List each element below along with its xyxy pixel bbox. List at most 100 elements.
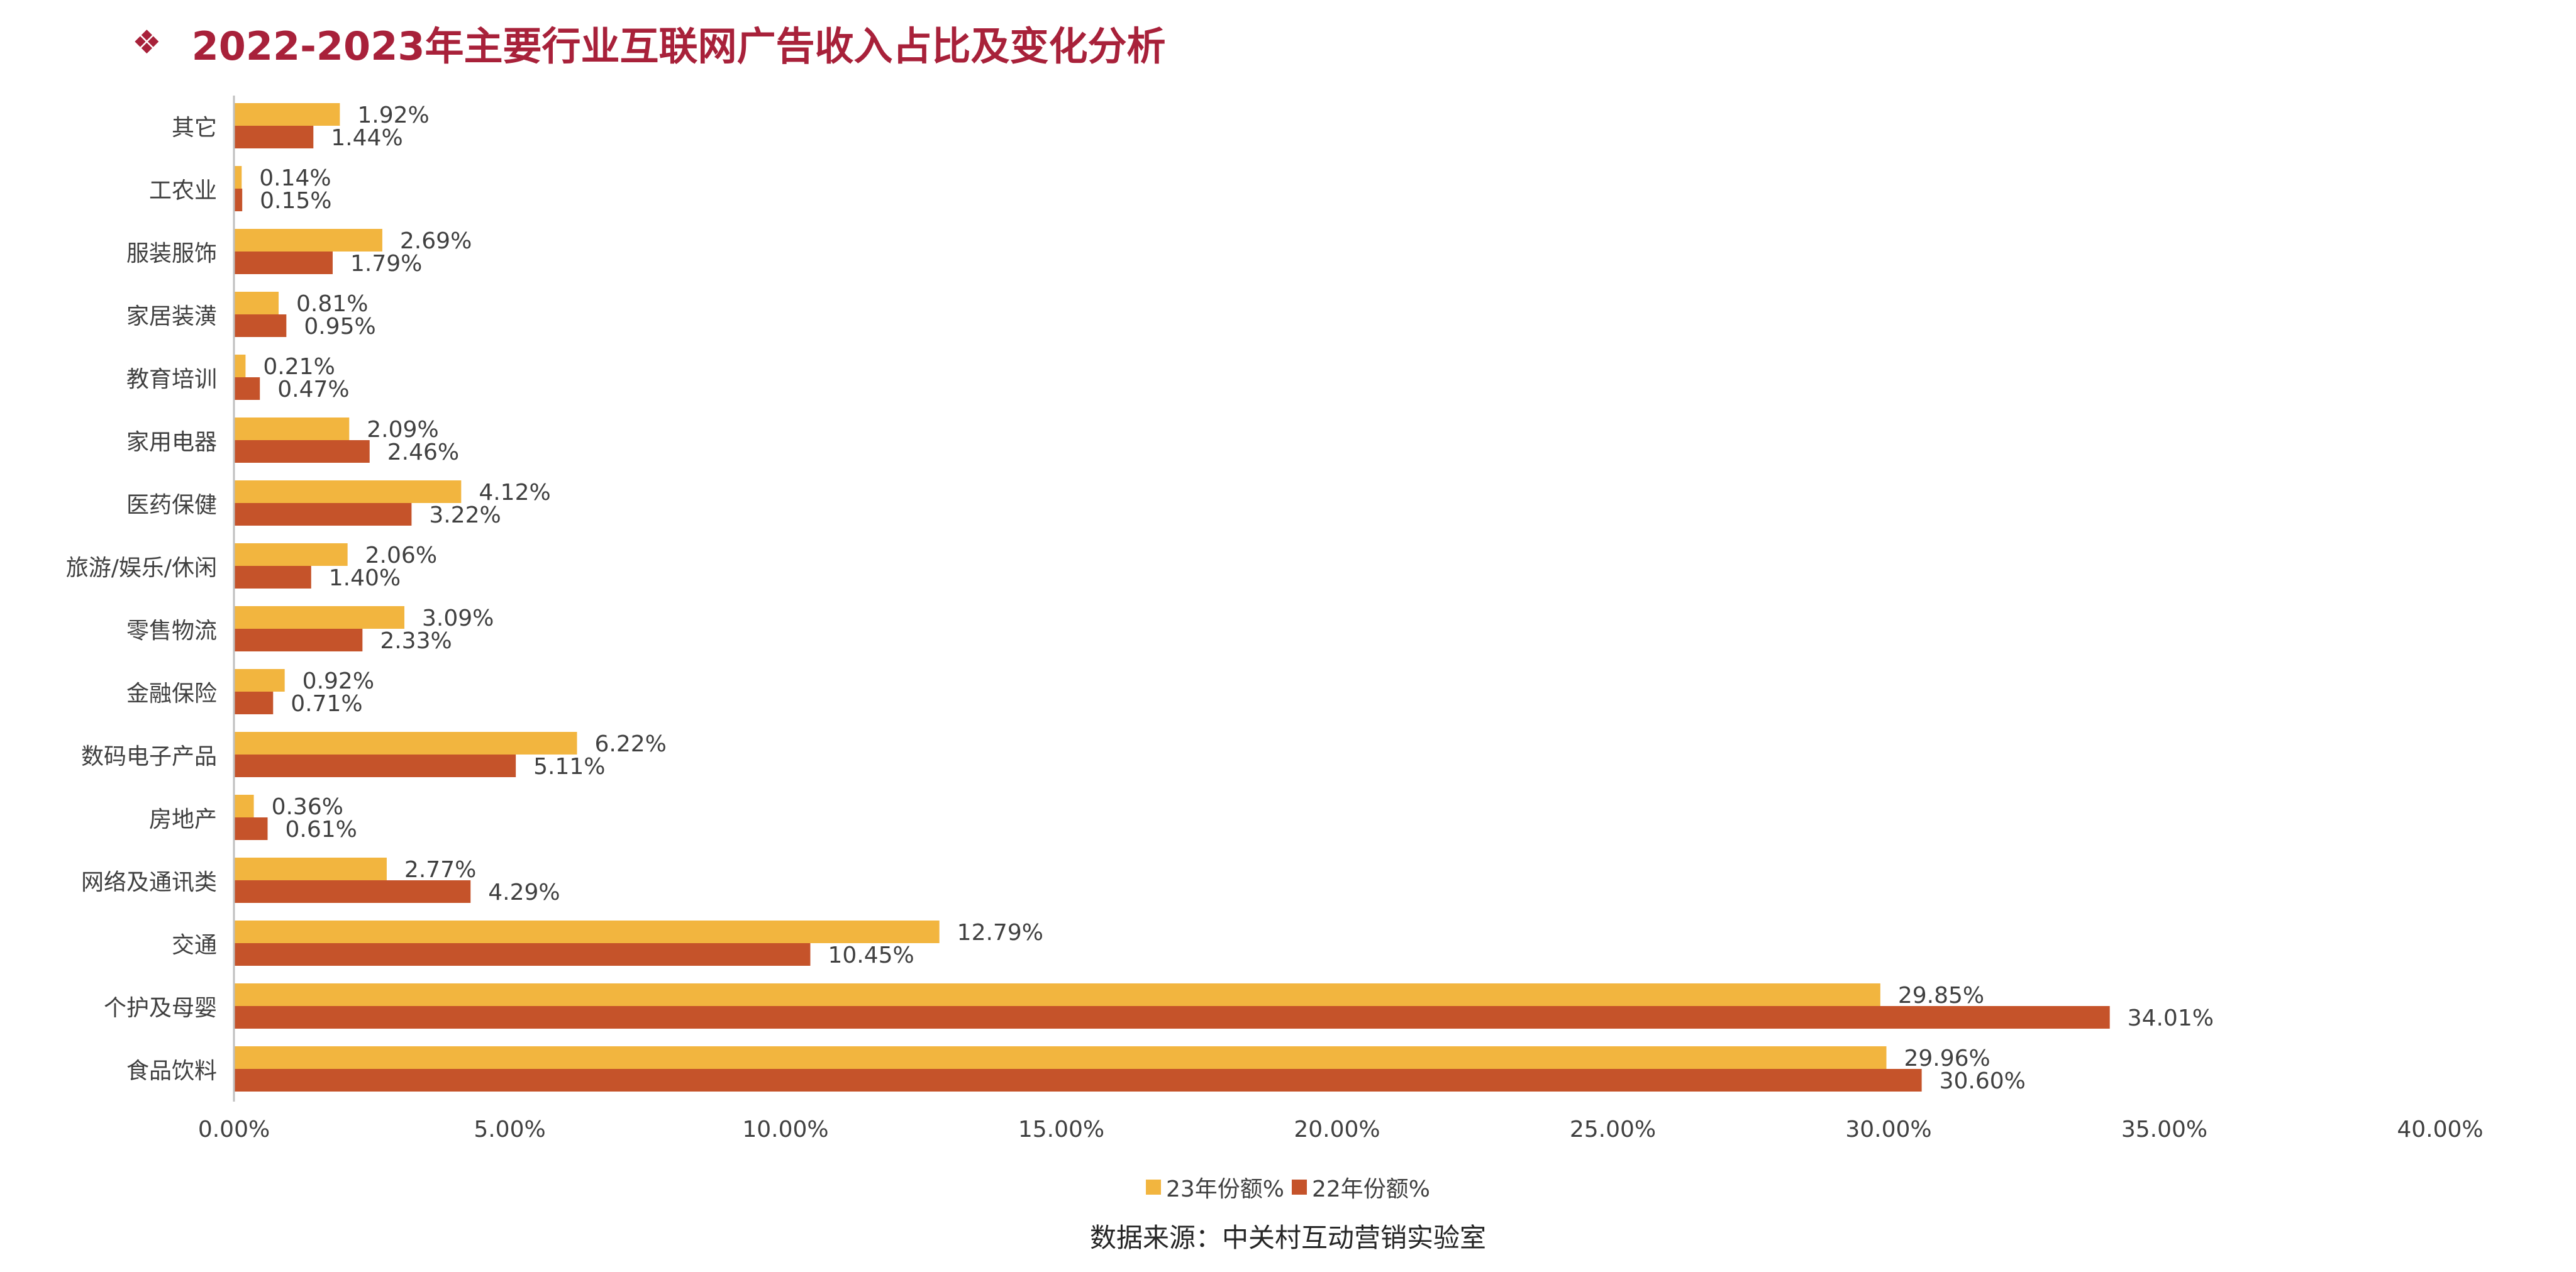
value-label-22: 2.46% xyxy=(387,440,459,465)
x-tick-label: 40.00% xyxy=(2397,1117,2483,1142)
value-label-22: 0.47% xyxy=(277,377,349,402)
category-label: 金融保险 xyxy=(126,681,217,707)
x-tick-label: 10.00% xyxy=(742,1117,828,1142)
bar-23 xyxy=(234,732,577,755)
value-label-22: 2.33% xyxy=(380,628,452,654)
bar-22 xyxy=(234,566,311,589)
bar-23 xyxy=(234,418,350,440)
value-label-23: 29.96% xyxy=(1904,1046,1990,1071)
category-label: 交通 xyxy=(172,932,217,958)
bar-23 xyxy=(234,858,387,880)
category-label: 零售物流 xyxy=(126,618,217,644)
x-tick-label: 35.00% xyxy=(2121,1117,2207,1142)
value-label-22: 1.44% xyxy=(331,125,402,151)
bar-22 xyxy=(234,252,333,274)
bar-22 xyxy=(234,1006,2110,1029)
category-label: 家用电器 xyxy=(126,429,217,455)
value-label-23: 2.09% xyxy=(367,417,438,443)
bars-layer xyxy=(234,103,2110,1092)
x-tick-label: 15.00% xyxy=(1018,1117,1104,1142)
legend-label-23: 23年份额% xyxy=(1165,1176,1284,1202)
bar-23 xyxy=(234,983,1880,1006)
category-label: 网络及通讯类 xyxy=(81,870,217,895)
value-label-23: 0.36% xyxy=(272,794,343,820)
value-label-22: 0.71% xyxy=(291,691,362,717)
legend-item-23: 23年份额% xyxy=(1145,1171,1284,1203)
bar-23 xyxy=(234,1046,1887,1069)
category-label: 家居装潢 xyxy=(126,304,217,329)
chart-header: ❖ 2022-2023年主要行业互联网广告收入占比及变化分析 xyxy=(132,11,1165,74)
bar-22 xyxy=(234,629,363,651)
value-label-22: 3.22% xyxy=(429,502,501,528)
value-label-23: 0.14% xyxy=(259,165,331,191)
chart-title: 2022-2023年主要行业互联网广告收入占比及变化分析 xyxy=(191,23,1166,69)
value-label-23: 2.06% xyxy=(365,543,437,568)
bar-23 xyxy=(234,606,404,629)
value-label-23: 4.12% xyxy=(479,480,550,506)
bar-23 xyxy=(234,229,382,252)
bar-22 xyxy=(234,440,370,463)
bar-23 xyxy=(234,355,246,377)
value-label-23: 0.92% xyxy=(303,668,374,694)
category-label: 数码电子产品 xyxy=(81,744,217,770)
bar-23 xyxy=(234,103,340,126)
legend-item-22: 22年份额% xyxy=(1292,1171,1430,1203)
axis-layer: 0.00% 5.00% 10.00% 15.00% 20.00% 25.00% 30.00%… xyxy=(198,96,2484,1142)
bar-chart: 其它工农业服装服饰家居装潢教育培训家用电器医药保健旅游/娱乐/休闲零售物流金融保… xyxy=(66,96,2484,1142)
value-label-22: 5.11% xyxy=(533,754,605,780)
value-label-22: 0.61% xyxy=(285,817,357,843)
legend-swatch-22 xyxy=(1292,1180,1307,1195)
value-label-23: 2.69% xyxy=(400,228,472,254)
x-tick-label: 0.00% xyxy=(198,1117,270,1142)
category-label: 其它 xyxy=(172,115,217,141)
legend-swatch-23 xyxy=(1145,1180,1161,1195)
bar-22 xyxy=(234,377,260,400)
category-label: 工农业 xyxy=(149,178,217,204)
legend-label-22: 22年份额% xyxy=(1312,1176,1431,1202)
value-label-23: 29.85% xyxy=(1898,983,1984,1009)
bar-22 xyxy=(234,314,287,337)
value-label-23: 0.81% xyxy=(296,291,368,317)
category-labels: 其它工农业服装服饰家居装潢教育培训家用电器医药保健旅游/娱乐/休闲零售物流金融保… xyxy=(66,115,217,1084)
value-label-23: 0.21% xyxy=(263,354,335,380)
value-label-23: 3.09% xyxy=(422,606,494,631)
value-label-22: 1.79% xyxy=(350,251,422,277)
value-label-23: 12.79% xyxy=(957,920,1043,946)
bar-22 xyxy=(234,755,516,777)
bar-23 xyxy=(234,292,279,314)
bar-22 xyxy=(234,189,243,211)
bar-23 xyxy=(234,543,348,566)
value-label-22: 30.60% xyxy=(1940,1068,2026,1094)
diamond-bullet-icon: ❖ xyxy=(132,24,162,62)
value-label-22: 34.01% xyxy=(2128,1005,2214,1031)
category-label: 房地产 xyxy=(149,807,217,832)
bar-23 xyxy=(234,795,254,817)
category-label: 个护及母婴 xyxy=(104,995,217,1021)
x-tick-label: 25.00% xyxy=(1570,1117,1656,1142)
bar-22 xyxy=(234,1069,1922,1092)
category-label: 旅游/娱乐/休闲 xyxy=(66,555,217,581)
value-label-22: 4.29% xyxy=(488,880,560,905)
category-label: 服装服饰 xyxy=(126,241,217,267)
value-label-23: 1.92% xyxy=(357,102,429,128)
value-label-22: 0.95% xyxy=(304,314,375,340)
bar-23 xyxy=(234,921,940,943)
value-label-22: 10.45% xyxy=(828,943,914,968)
category-label: 医药保健 xyxy=(126,492,217,518)
x-tick-label: 5.00% xyxy=(474,1117,545,1142)
bar-23 xyxy=(234,166,242,189)
bar-22 xyxy=(234,503,412,526)
bar-22 xyxy=(234,126,314,148)
value-label-23: 2.77% xyxy=(404,857,476,883)
category-label: 食品饮料 xyxy=(126,1058,217,1084)
x-tick-label: 30.00% xyxy=(1845,1117,1931,1142)
legend: 23年份额% 22年份额% xyxy=(0,1171,2576,1203)
value-label-22: 1.40% xyxy=(329,565,401,591)
source-note: 数据来源：中关村互动营销实验室 xyxy=(1089,1222,1486,1253)
bar-22 xyxy=(234,943,811,966)
bar-22 xyxy=(234,692,274,714)
bar-23 xyxy=(234,480,462,503)
x-tick-label: 20.00% xyxy=(1294,1117,1380,1142)
bar-22 xyxy=(234,817,268,840)
value-label-22: 0.15% xyxy=(260,188,331,214)
